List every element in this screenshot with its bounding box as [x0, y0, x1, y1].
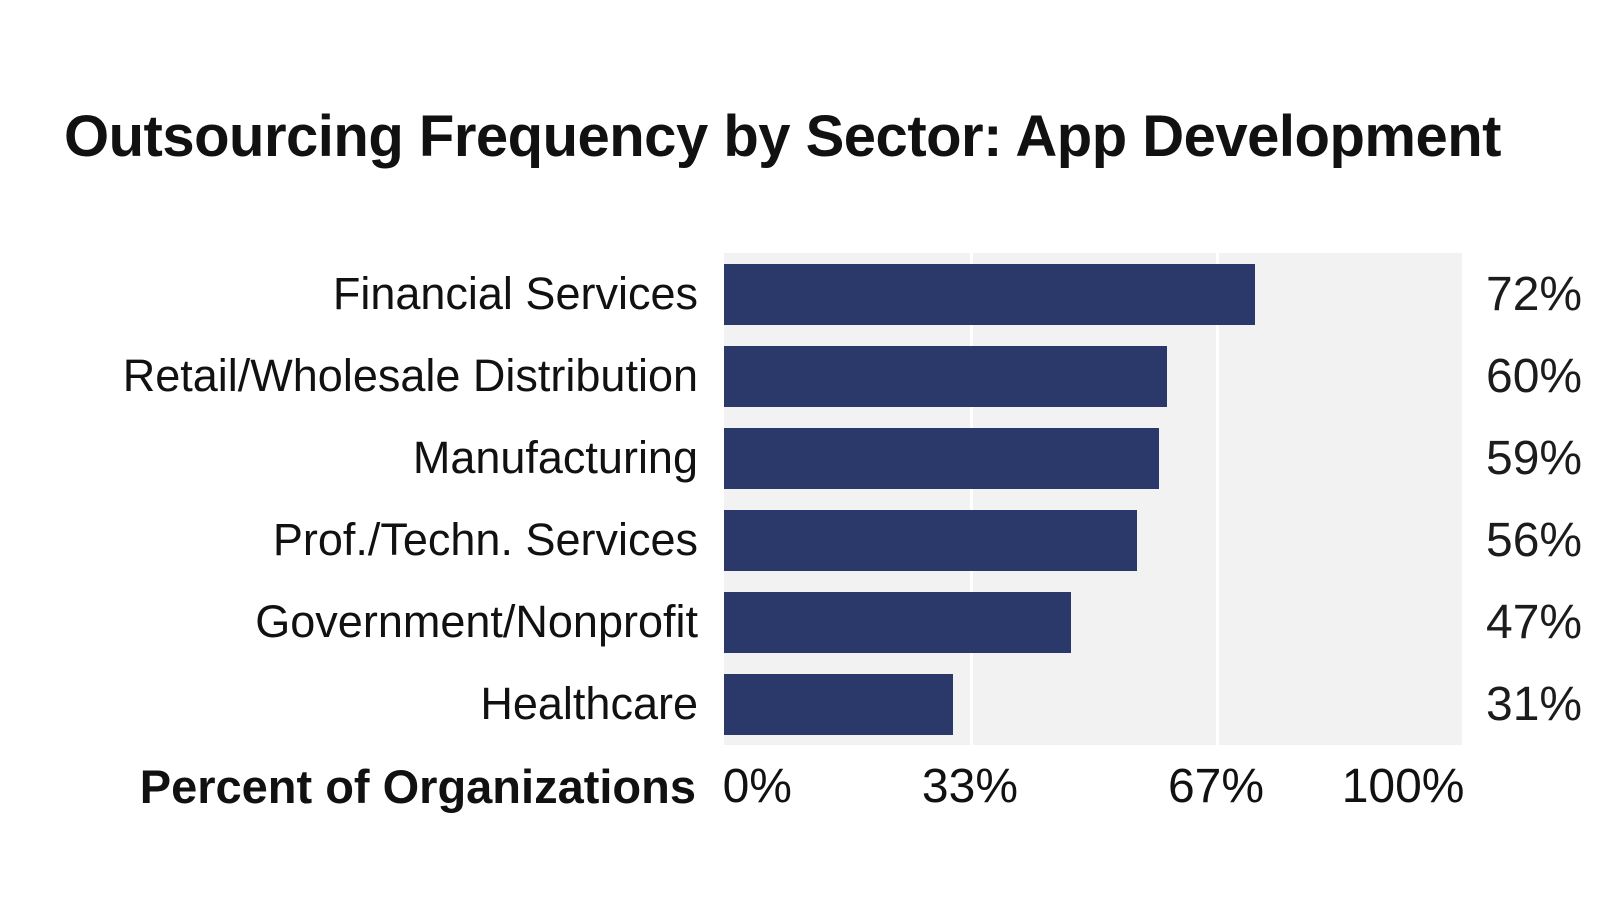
x-axis-title: Percent of Organizations: [139, 760, 696, 813]
category-label: Manufacturing: [412, 432, 698, 483]
value-label: 60%: [1486, 349, 1583, 403]
value-label: 59%: [1486, 431, 1583, 485]
category-label: Financial Services: [332, 268, 698, 319]
x-axis-tick: 67%: [1167, 760, 1265, 813]
chart-row: Healthcare 31%: [0, 663, 1600, 745]
x-axis-tick: 33%: [921, 760, 1019, 813]
gridline-33-percent: [969, 253, 973, 745]
value-label: 31%: [1486, 677, 1583, 731]
chart-row: Retail/Wholesale Distribution 60%: [0, 335, 1600, 417]
chart-title: Outsourcing Frequency by Sector: App Dev…: [64, 103, 1501, 169]
value-label: 72%: [1486, 267, 1583, 321]
category-label: Prof./Techn. Services: [272, 514, 698, 565]
gridline-67-percent: [1216, 253, 1220, 745]
category-label: Retail/Wholesale Distribution: [122, 350, 698, 401]
bar-track: [724, 591, 1462, 653]
value-label: 47%: [1486, 595, 1583, 649]
value-bar: [724, 509, 1138, 571]
category-label: Healthcare: [480, 678, 698, 729]
value-bar: [724, 263, 1256, 325]
plot-area: [724, 253, 1462, 745]
chart-row: Manufacturing 59%: [0, 417, 1600, 499]
value-bar: [724, 673, 953, 735]
value-bar: [724, 427, 1160, 489]
category-label: Government/Nonprofit: [255, 596, 698, 647]
bar-track: [724, 345, 1462, 407]
bar-track: [724, 509, 1462, 571]
bar-rows: Financial Services 72% Retail/Wholesale …: [0, 253, 1600, 745]
chart-row: Government/Nonprofit 47%: [0, 581, 1600, 663]
value-bar: [724, 345, 1167, 407]
x-axis-tick: 0%: [722, 760, 792, 813]
chart-row: Financial Services 72%: [0, 253, 1600, 335]
x-axis-ticks: 0% 33% 67% 100%: [722, 758, 1465, 820]
bar-track: [724, 673, 1462, 735]
x-axis: Percent of Organizations 0% 33% 67% 100%: [0, 750, 1600, 820]
chart-row: Prof./Techn. Services 56%: [0, 499, 1600, 581]
value-bar: [724, 591, 1071, 653]
bar-track: [724, 427, 1462, 489]
x-axis-tick: 100%: [1341, 760, 1465, 813]
bar-track: [724, 263, 1462, 325]
value-label: 56%: [1486, 513, 1583, 567]
